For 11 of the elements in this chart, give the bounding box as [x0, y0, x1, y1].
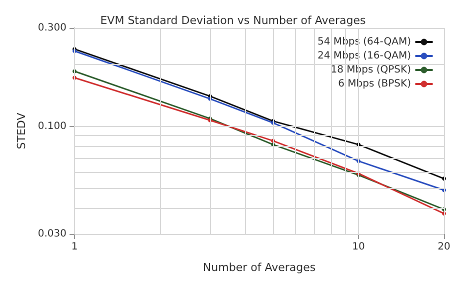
- y-axis-title: STEDV: [15, 112, 28, 150]
- y-tick-label: 0.100: [38, 120, 67, 132]
- legend-label: 18 Mbps (QPSK): [330, 64, 412, 76]
- x-tick-label: 10: [352, 242, 365, 252]
- x-tick-label: 20: [438, 242, 450, 252]
- y-tick-label: 0.030: [38, 228, 67, 240]
- chart-title: EVM Standard Deviation vs Number of Averages: [100, 14, 366, 27]
- legend-label: 6 Mbps (BPSK): [338, 78, 412, 90]
- x-tick-label: 1: [71, 242, 78, 252]
- x-axis-title: Number of Averages: [202, 261, 316, 274]
- y-tick-label: 0.300: [38, 22, 67, 34]
